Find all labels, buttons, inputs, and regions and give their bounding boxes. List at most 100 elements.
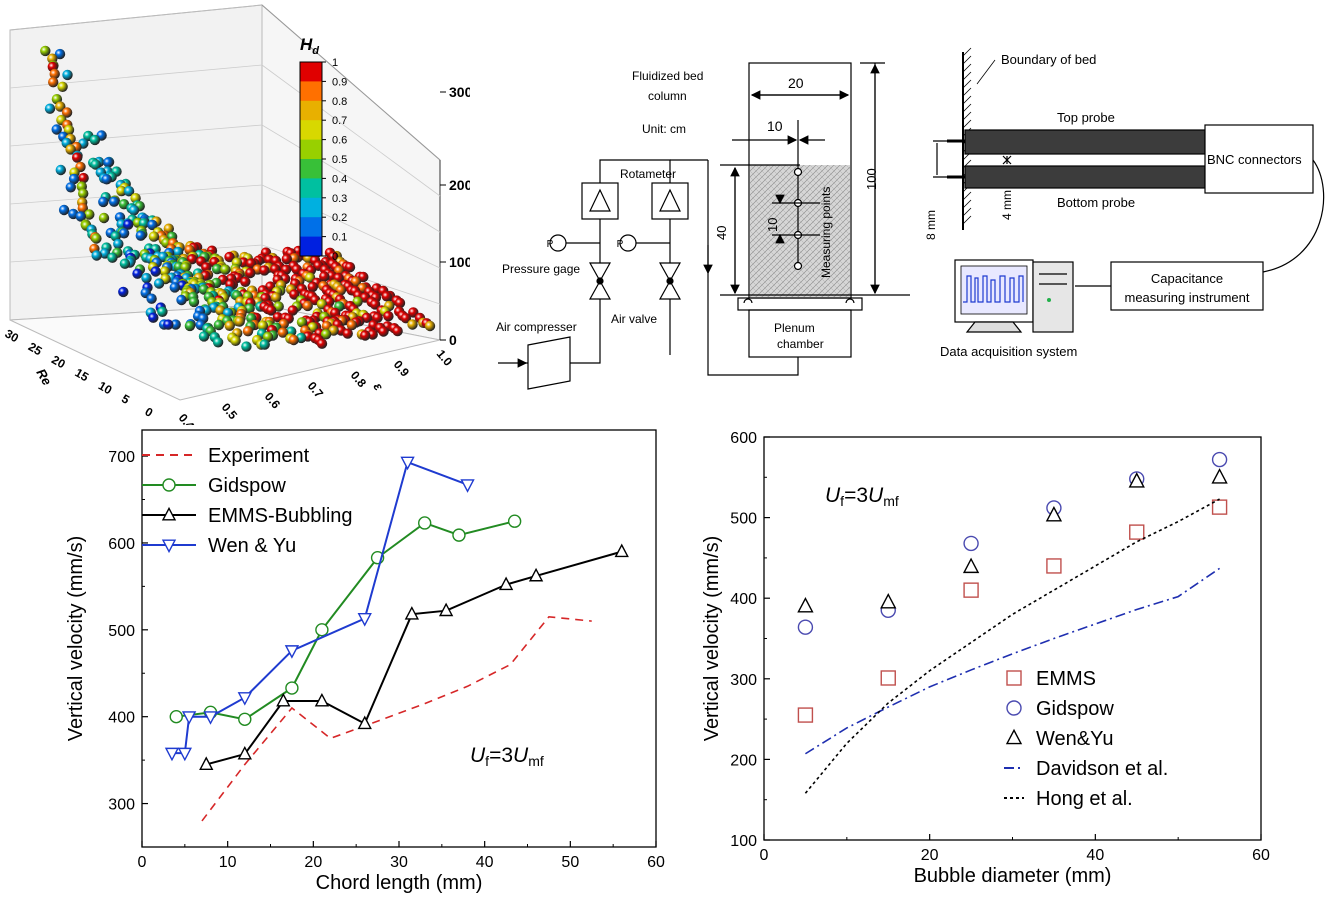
sphere: [188, 296, 200, 308]
colorbar-segment: [300, 62, 322, 82]
data-point: [181, 711, 197, 725]
re-axis-label: Re: [33, 366, 54, 388]
sphere: [211, 263, 223, 275]
re-tick-label: 20: [49, 352, 68, 371]
sphere: [296, 317, 308, 328]
series-emms-bubbling: [199, 543, 629, 770]
data-point: [460, 479, 475, 493]
colorbar-segment: [300, 236, 322, 257]
y-tick-label: 100: [730, 833, 757, 850]
colorbar-tick-label: 0.2: [332, 212, 347, 224]
sphere: [288, 334, 299, 346]
sphere: [116, 185, 127, 197]
data-point: [880, 670, 896, 686]
wall-hatch: [962, 159, 972, 169]
x-axis-label: Bubble diameter (mm): [914, 865, 1112, 887]
series-experiment: [201, 615, 592, 822]
dim-height: 100: [864, 168, 879, 190]
sphere: [108, 196, 120, 207]
series-line: [804, 567, 1221, 755]
sphere: [259, 265, 270, 276]
data-point: [203, 711, 218, 725]
data-point: [1129, 524, 1145, 540]
sphere: [91, 233, 102, 244]
sphere: [287, 305, 298, 316]
sphere: [224, 320, 235, 331]
x-tick-label: 40: [476, 854, 494, 871]
epsilon-tick-label: 0.9: [391, 358, 413, 380]
sphere: [272, 312, 284, 323]
sphere: [101, 174, 112, 185]
wall-hatch: [962, 47, 972, 57]
sphere: [98, 196, 109, 208]
x-tick-label: 60: [1252, 847, 1270, 864]
colorbar-tick-label: 0.1: [332, 232, 347, 244]
epsilon-tick-label: 0.6: [262, 390, 284, 412]
legend-label: Gidspow: [208, 475, 286, 497]
sphere: [57, 81, 68, 93]
sphere: [257, 320, 269, 331]
legend-marker: [161, 506, 177, 521]
y-tick-label: 500: [108, 623, 135, 640]
legend-marker: [1006, 670, 1022, 686]
data-point: [797, 619, 814, 635]
series-gidspow: [797, 451, 1228, 635]
data-point: [1045, 505, 1063, 522]
sphere: [383, 311, 394, 322]
distributor-plate: [737, 297, 863, 311]
wall-hatch: [962, 71, 972, 81]
legend-label: EMMS-Bubbling: [208, 505, 353, 527]
sphere: [240, 276, 251, 287]
y-tick-label: 400: [108, 710, 135, 727]
legend-label: Davidson et al.: [1036, 758, 1168, 780]
sphere: [68, 173, 80, 185]
y-tick-label: 200: [730, 752, 757, 769]
series-group: [164, 456, 629, 822]
sphere: [119, 258, 131, 269]
y-tick-label: 500: [730, 511, 757, 528]
sphere: [148, 231, 160, 242]
sphere: [378, 326, 389, 337]
data-point: [1211, 468, 1228, 484]
colorbar-tick-label: 0.5: [332, 154, 347, 166]
data-point: [963, 582, 979, 598]
label-bottom-probe: Bottom probe: [1057, 195, 1135, 210]
re-tick-label: 25: [26, 339, 45, 358]
sphere: [352, 296, 363, 307]
sphere: [381, 291, 392, 302]
data-point: [284, 645, 300, 659]
wall-hatch: [962, 79, 972, 89]
z-tick-label: 30000: [449, 84, 470, 100]
series-emms: [797, 499, 1228, 723]
gauge-letter-2: P: [617, 239, 624, 250]
data-point: [169, 709, 183, 724]
wall-hatch: [962, 191, 972, 201]
wall-hatch: [962, 215, 972, 225]
label-capacitance-1: Capacitance: [1151, 271, 1223, 286]
y-tick-label: 400: [730, 591, 757, 608]
dim-pitch: 10: [765, 218, 780, 232]
data-point: [452, 528, 466, 542]
sphere: [153, 278, 165, 289]
bubble-diameter-chart-panel: 0 20 40 60 100 200 300 400 500 600 EMMS Gidspow Wen…: [680, 425, 1333, 901]
rotameter-left: [581, 182, 619, 220]
y-tick-label: 300: [730, 672, 757, 689]
x-tick-label: 0: [760, 847, 769, 864]
dim-spacing: 10: [767, 118, 783, 134]
sphere: [241, 341, 252, 352]
label-air-valve: Air valve: [611, 312, 657, 326]
label-4mm: 4 mm: [1000, 190, 1014, 220]
sphere: [75, 211, 87, 222]
data-point: [528, 567, 544, 582]
sphere: [78, 172, 89, 184]
wall-hatch: [962, 55, 972, 65]
sphere: [344, 262, 356, 273]
label-column-2: column: [648, 89, 687, 103]
sphere: [98, 212, 110, 224]
sphere: [400, 313, 412, 324]
data-point: [237, 745, 252, 760]
x-tick-label: 20: [304, 854, 322, 871]
pressure-gauge-left: [549, 234, 567, 252]
bnc-box: [1204, 124, 1314, 194]
bed-diagram: P P Fluidized bed column Unit: cm Rotame…: [496, 62, 910, 390]
